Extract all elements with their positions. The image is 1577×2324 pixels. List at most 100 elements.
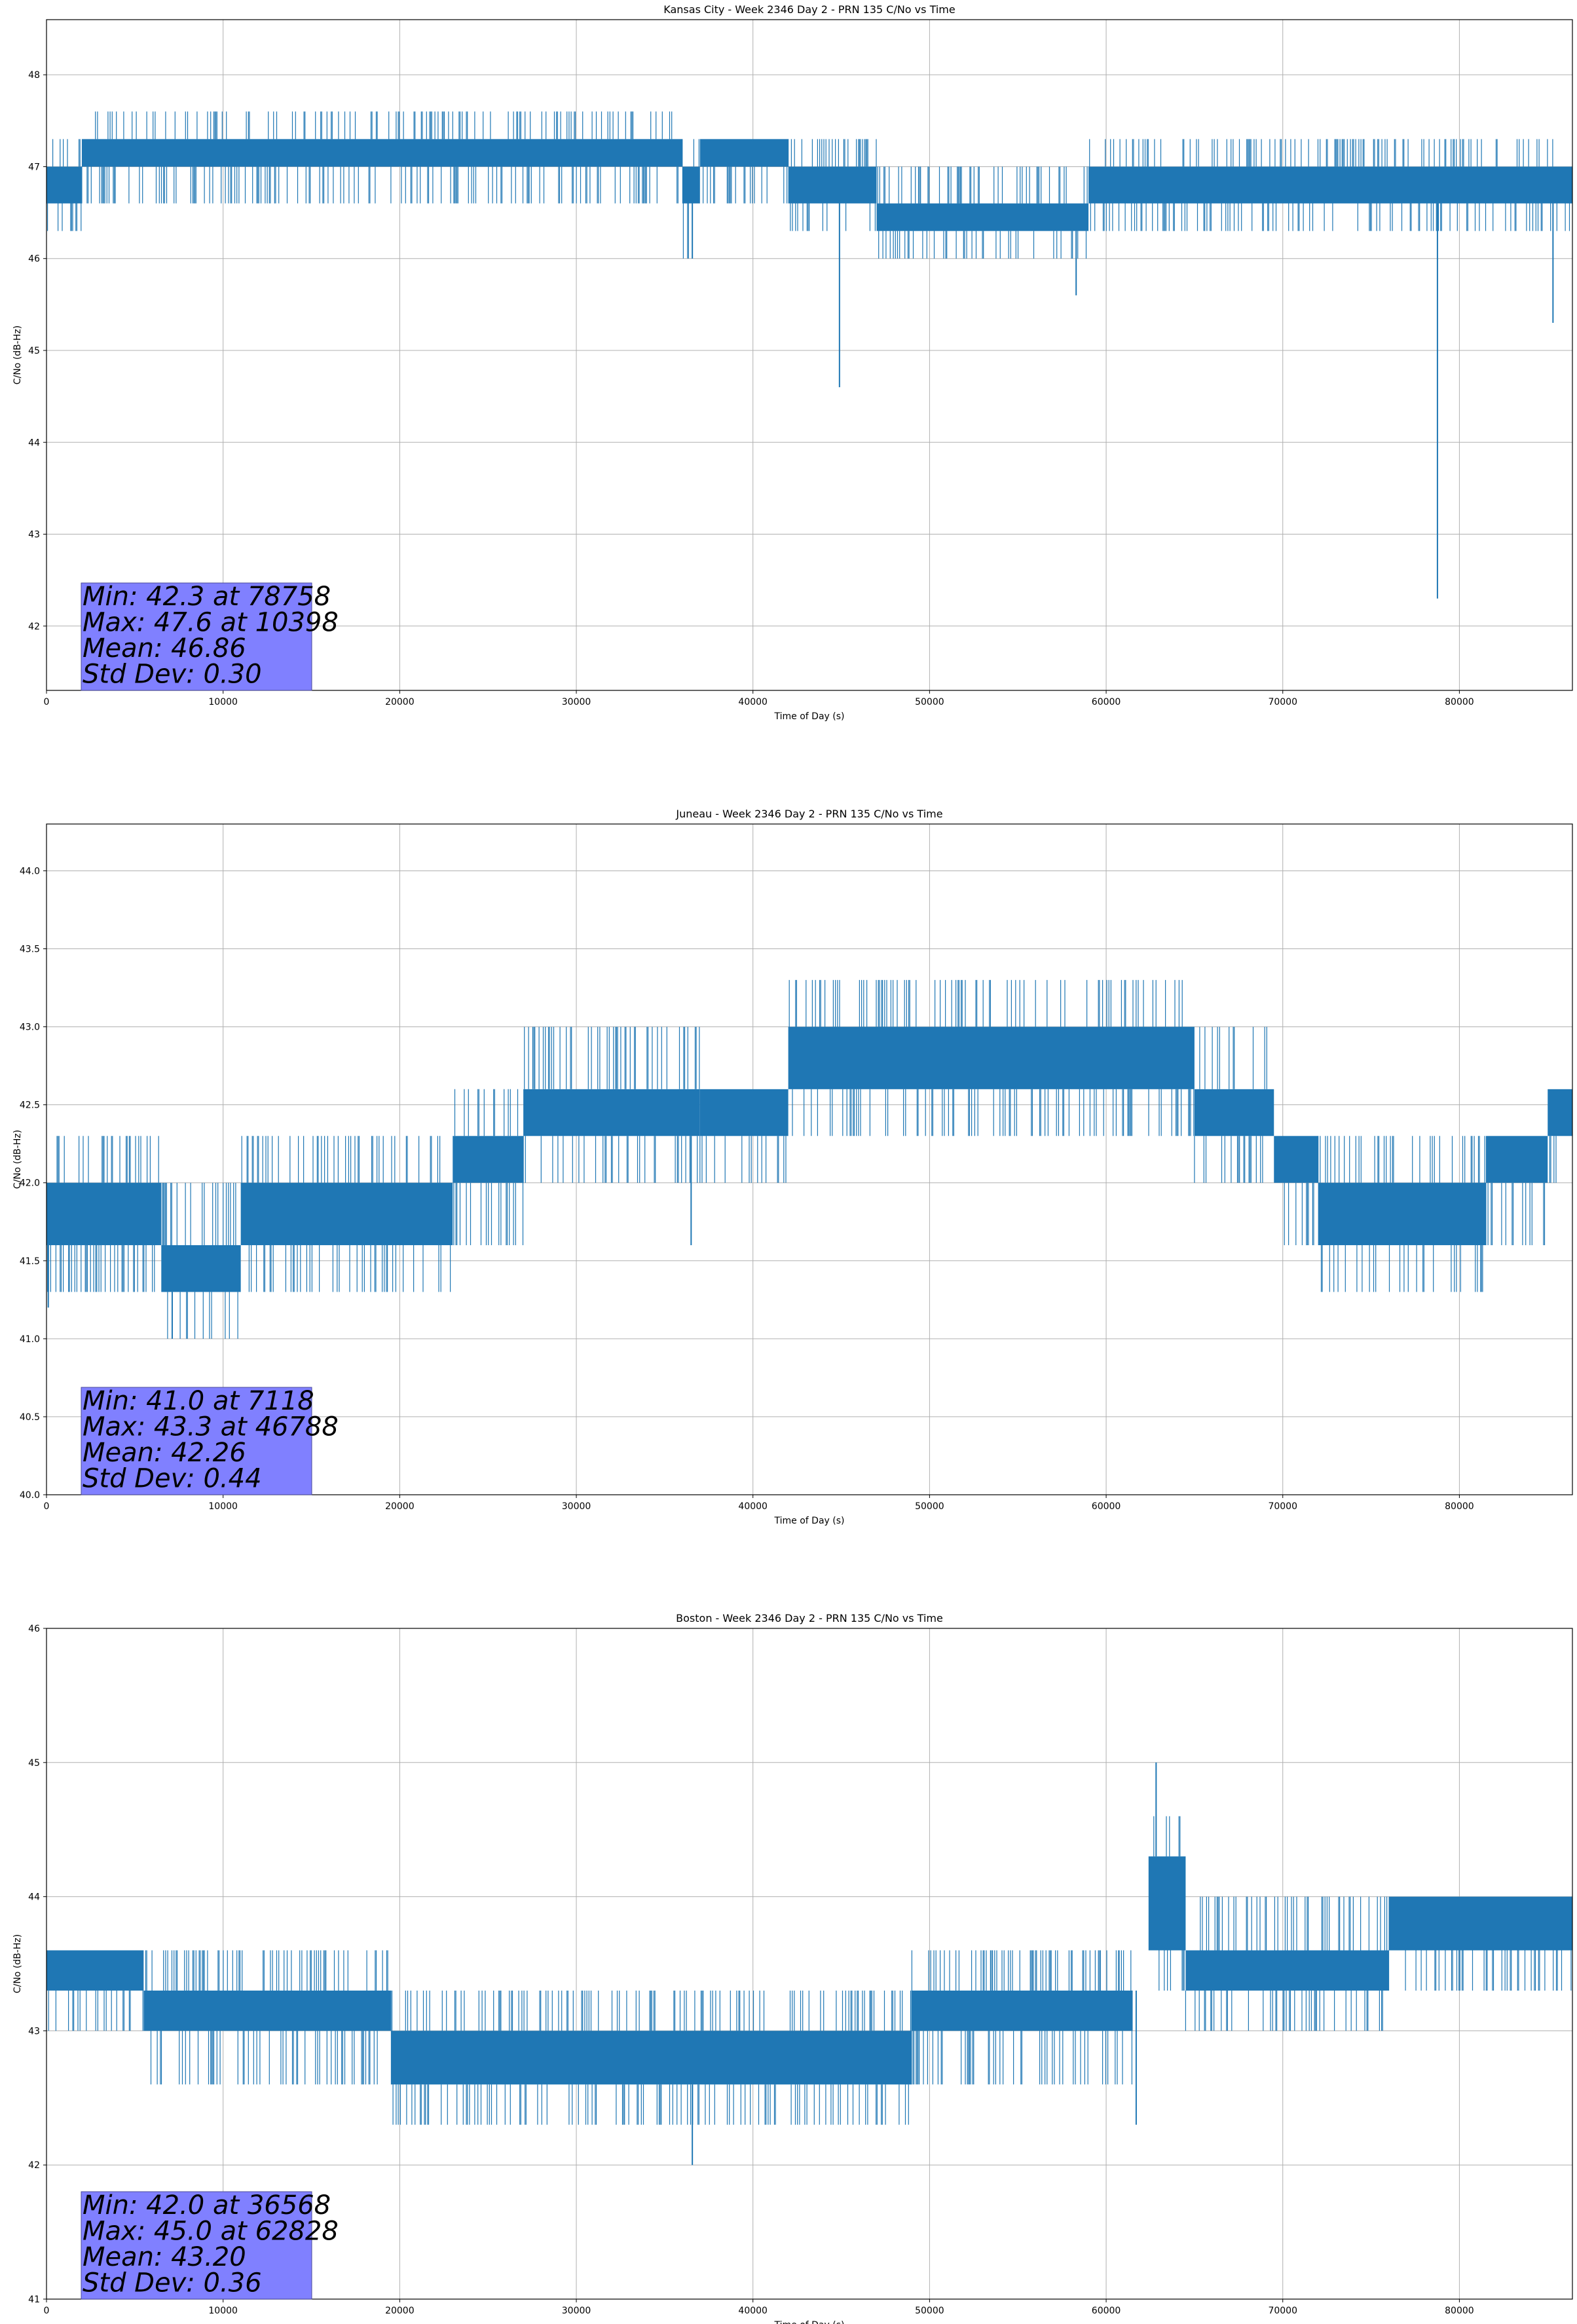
data-band (240, 1136, 453, 1292)
stats-min: Min: 41.0 at 7118 (83, 1386, 314, 1416)
data-band-fill (46, 1950, 144, 1991)
data-band (682, 139, 700, 259)
data-band-fill (788, 166, 877, 204)
y-tick-label: 41.0 (20, 1334, 40, 1345)
y-tick-label: 44 (28, 438, 40, 448)
data-band (1548, 1089, 1572, 1183)
plot-frame (46, 1628, 1573, 2300)
data-band (1148, 1816, 1186, 1991)
data-band-spikes (682, 139, 699, 259)
x-tick-label: 0 (44, 2306, 50, 2316)
data-band (1485, 1136, 1548, 1245)
data-band (46, 139, 82, 231)
data-band (1274, 1136, 1318, 1245)
x-tick-label: 40000 (738, 1501, 768, 1512)
data-band (1318, 1136, 1486, 1292)
data-band-fill (912, 1990, 1133, 2031)
y-axis-label: C/No (dB-Hz) (12, 1934, 23, 1993)
y-tick-label: 46 (28, 1624, 40, 1634)
stats-box-background (81, 1387, 312, 1495)
data-band-fill (161, 1245, 241, 1292)
data-band-spikes (788, 139, 877, 231)
y-tick-label: 44.0 (20, 866, 40, 876)
y-tick-label: 43.0 (20, 1022, 40, 1033)
chart-title: Boston - Week 2346 Day 2 - PRN 135 C/No … (676, 1612, 943, 1624)
data-band-fill (390, 2031, 912, 2085)
data-band-fill (1274, 1136, 1318, 1183)
stats-std: Std Dev: 0.36 (83, 2268, 262, 2298)
x-tick-label: 60000 (1092, 2306, 1121, 2316)
data-band-fill (46, 166, 82, 204)
data-band (699, 139, 788, 204)
y-axis-label: C/No (dB-Hz) (12, 326, 23, 384)
data-band (453, 1089, 524, 1245)
x-tick-label: 50000 (915, 697, 944, 707)
y-tick-label: 42 (28, 622, 40, 632)
data-band-spikes (241, 1136, 451, 1292)
data-band-fill (523, 1089, 700, 1136)
data-band-spikes (877, 166, 1088, 259)
chart-panel-0: Kansas City - Week 2346 Day 2 - PRN 135 … (12, 3, 1573, 722)
data-band-spikes (699, 1136, 787, 1183)
plot-frame (46, 19, 1573, 691)
y-tick-label: 48 (28, 70, 40, 81)
x-tick-label: 80000 (1445, 1501, 1474, 1512)
data-band-fill (1185, 1950, 1389, 1991)
data-band (46, 1950, 144, 2031)
data-band-spikes (788, 980, 1195, 1136)
data-band (911, 1950, 1133, 2085)
data-band-fill (1088, 166, 1572, 204)
stats-std: Std Dev: 0.44 (83, 1464, 262, 1494)
y-tick-label: 42.5 (20, 1100, 40, 1111)
plot-frame (46, 823, 1573, 1495)
stats-max: Max: 45.0 at 62828 (83, 2217, 339, 2247)
data-band (1088, 139, 1572, 231)
x-tick-label: 70000 (1268, 697, 1297, 707)
y-tick-label: 40.0 (20, 1490, 40, 1501)
data-band-fill (699, 1089, 788, 1136)
x-tick-label: 50000 (915, 1501, 944, 1512)
stats-max: Max: 43.3 at 46788 (83, 1412, 339, 1442)
x-tick-label: 30000 (562, 1501, 591, 1512)
data-series (46, 980, 1572, 1339)
data-band (46, 1136, 162, 1292)
data-band-spikes (81, 111, 678, 204)
data-band-spikes (1318, 1136, 1485, 1292)
stats-min: Min: 42.0 at 36568 (83, 2190, 331, 2221)
data-band-fill (788, 1026, 1195, 1089)
y-tick-label: 43 (28, 2026, 40, 2036)
x-tick-label: 10000 (208, 2306, 238, 2316)
data-band (788, 980, 1195, 1136)
x-tick-label: 50000 (915, 2306, 944, 2316)
x-tick-label: 80000 (1445, 2306, 1474, 2316)
data-band-fill (1318, 1182, 1486, 1245)
y-tick-label: 41 (28, 2295, 40, 2305)
data-band-spikes (1153, 1816, 1185, 1991)
data-band-spikes (1284, 1182, 1314, 1245)
stats-min: Min: 42.3 at 78758 (83, 582, 331, 612)
x-axis-label: Time of Day (s) (774, 711, 845, 722)
data-band (1388, 1896, 1572, 1991)
data-series (46, 111, 1572, 599)
data-band (1194, 1026, 1274, 1183)
data-band-spikes (1485, 1182, 1546, 1245)
data-band (143, 1950, 391, 2085)
stats-mean: Mean: 43.20 (83, 2242, 246, 2272)
data-band-fill (1388, 1896, 1572, 1951)
data-band (161, 1182, 241, 1339)
y-tick-label: 46 (28, 254, 40, 265)
data-band-fill (453, 1136, 524, 1183)
x-tick-label: 70000 (1268, 1501, 1297, 1512)
x-axis-label: Time of Day (s) (774, 1516, 845, 1526)
data-band-fill (699, 139, 788, 167)
x-tick-label: 60000 (1092, 697, 1121, 707)
data-band-spikes (47, 1136, 159, 1292)
y-tick-label: 45 (28, 1758, 40, 1769)
data-band-spikes (911, 1950, 1132, 2085)
stats-mean: Mean: 42.26 (83, 1438, 246, 1468)
y-tick-label: 44 (28, 1892, 40, 1903)
